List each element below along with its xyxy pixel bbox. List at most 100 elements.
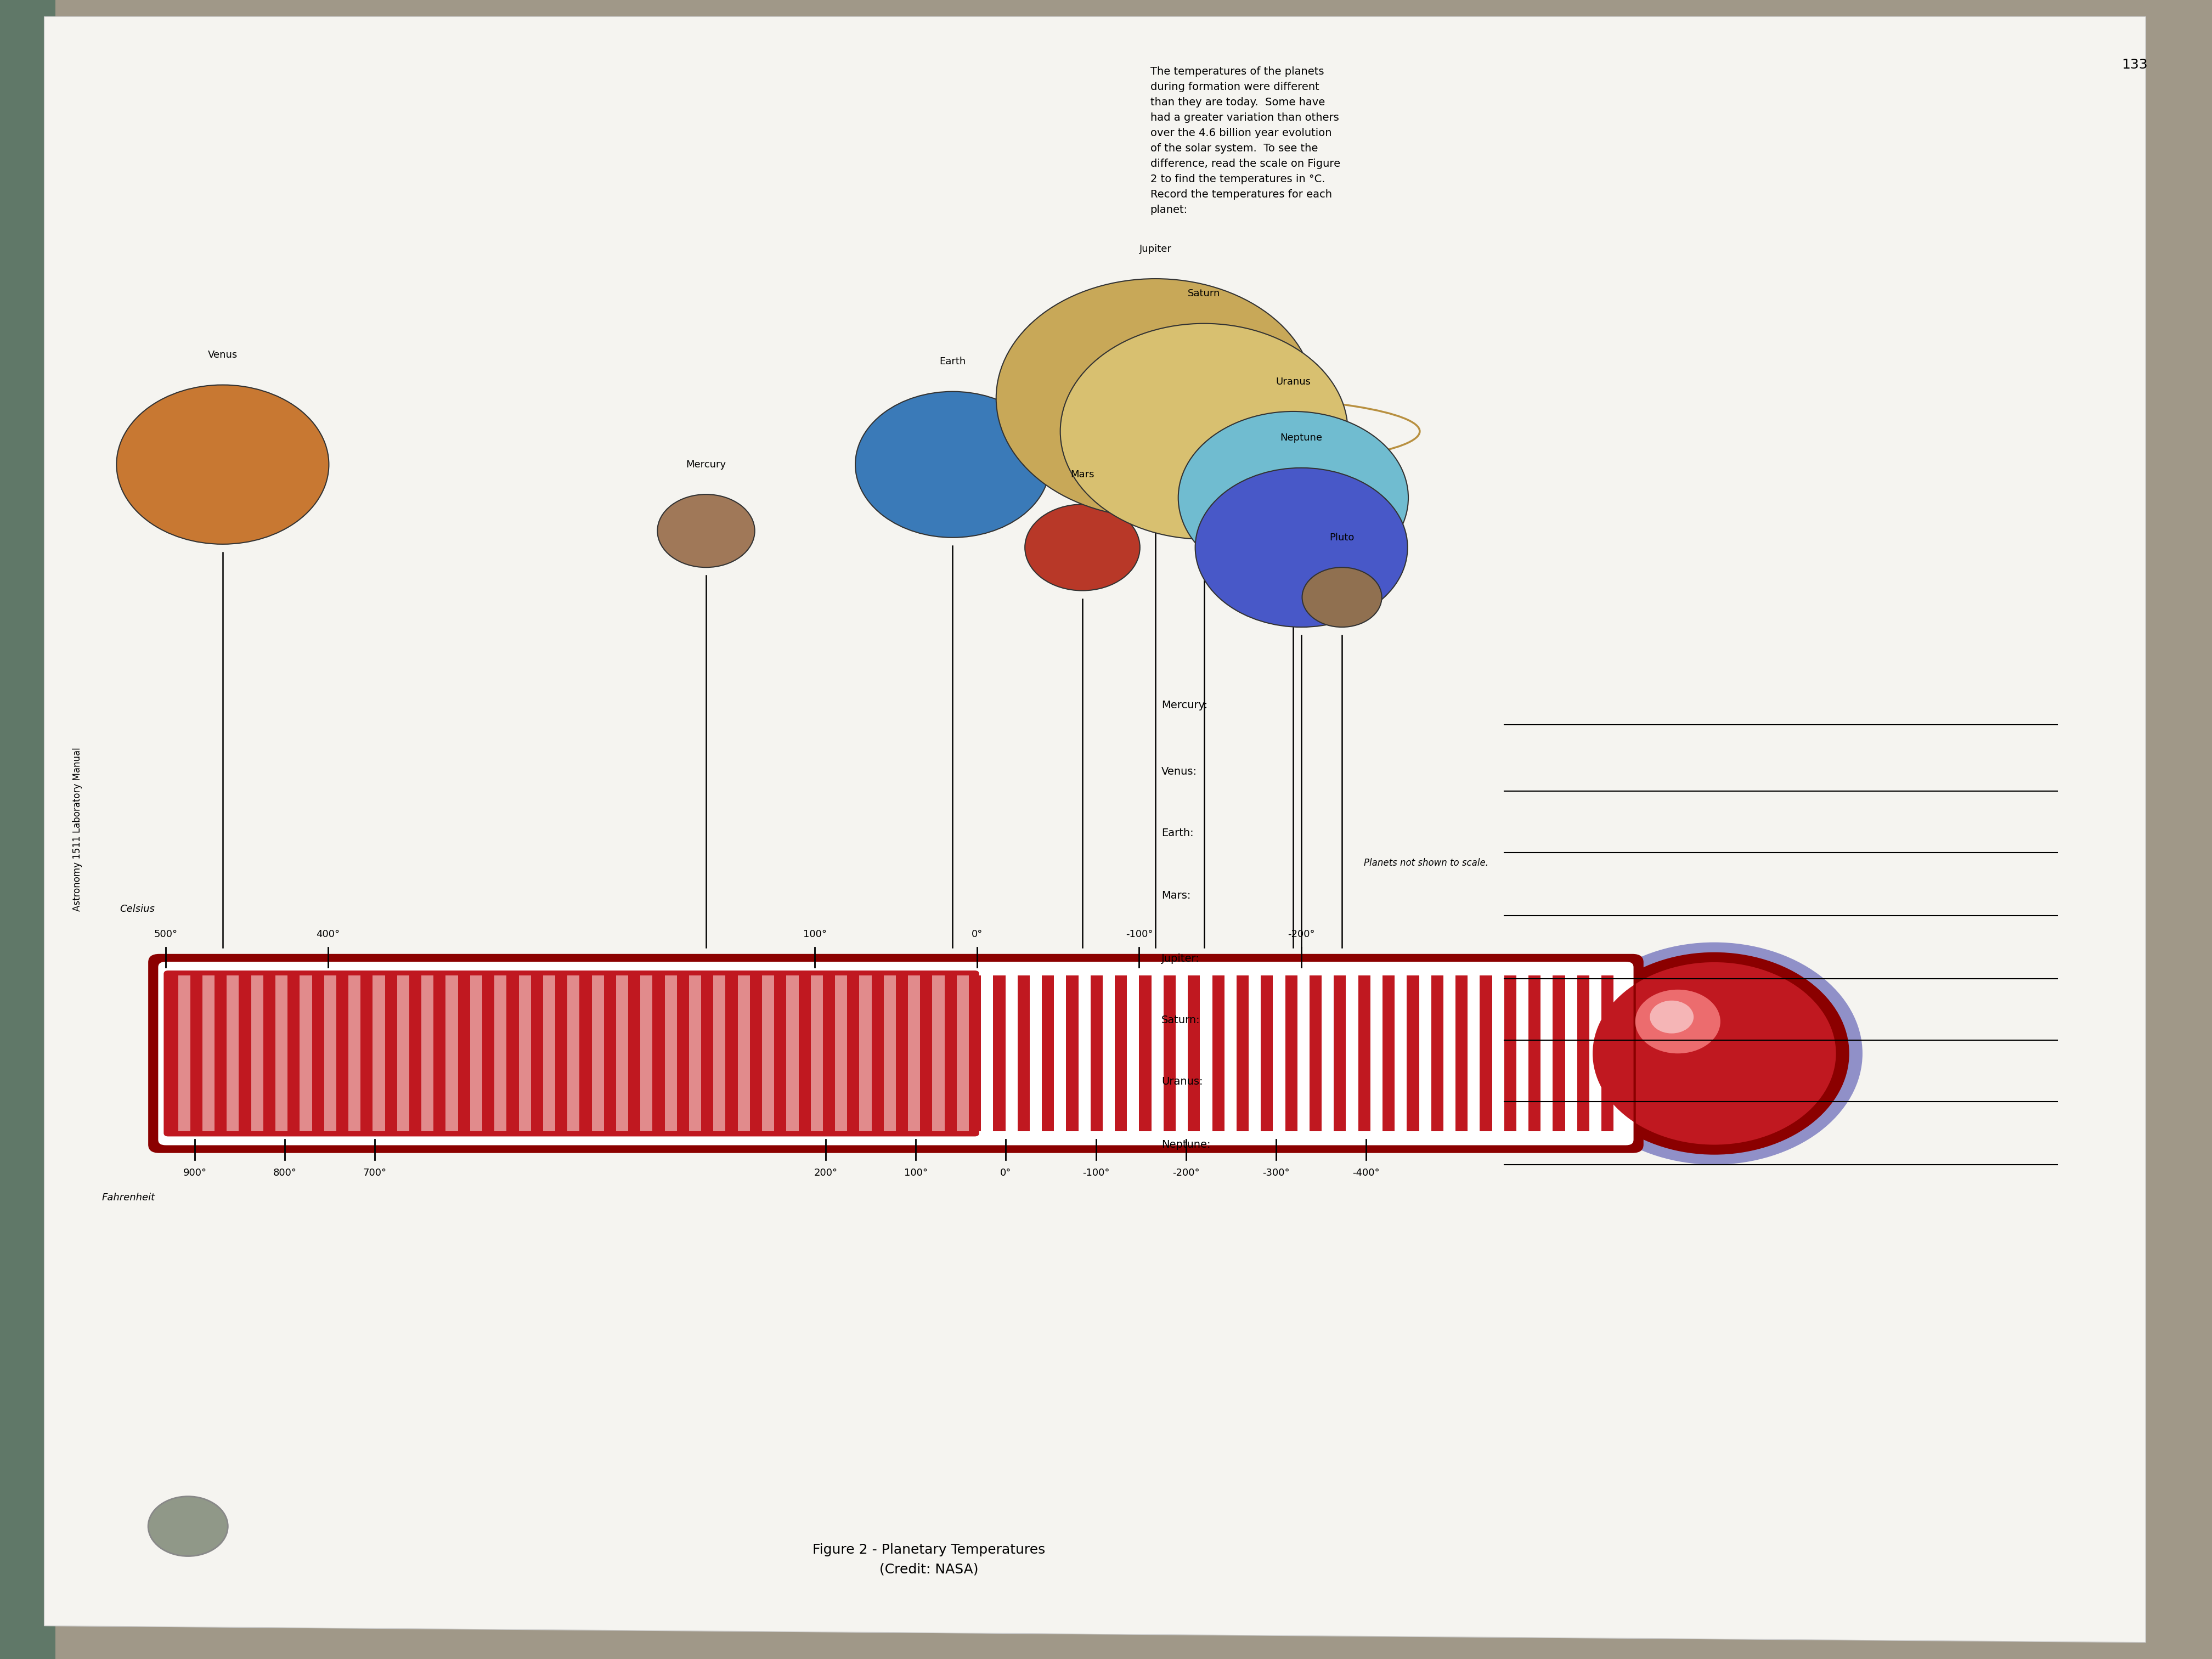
Bar bbox=[447, 975, 458, 1131]
Text: 0°: 0° bbox=[971, 929, 982, 939]
Bar bbox=[1491, 975, 1504, 1131]
Bar bbox=[507, 975, 520, 1131]
Circle shape bbox=[1179, 411, 1409, 584]
Bar bbox=[836, 975, 847, 1131]
Bar bbox=[239, 975, 252, 1131]
Text: Mercury: Mercury bbox=[686, 460, 726, 469]
Bar bbox=[956, 975, 969, 1131]
Bar bbox=[1091, 975, 1104, 1131]
Text: Uranus: Uranus bbox=[1276, 377, 1312, 387]
Text: Jupiter: Jupiter bbox=[1139, 244, 1172, 254]
Bar bbox=[726, 975, 737, 1131]
Bar bbox=[593, 975, 604, 1131]
Text: Saturn:: Saturn: bbox=[1161, 1015, 1201, 1025]
Bar bbox=[1383, 975, 1394, 1131]
Text: 500°: 500° bbox=[155, 929, 177, 939]
Bar bbox=[1126, 975, 1139, 1131]
Bar bbox=[228, 975, 239, 1131]
Bar bbox=[544, 975, 555, 1131]
Bar bbox=[1212, 975, 1225, 1131]
Bar bbox=[1358, 975, 1369, 1131]
FancyBboxPatch shape bbox=[157, 961, 1635, 1146]
Text: Astronomy 1511 Laboratory Manual: Astronomy 1511 Laboratory Manual bbox=[73, 748, 82, 911]
Bar bbox=[628, 975, 641, 1131]
Bar bbox=[1152, 975, 1164, 1131]
Polygon shape bbox=[44, 17, 2146, 1642]
Bar bbox=[1369, 975, 1383, 1131]
Bar bbox=[885, 975, 896, 1131]
Text: Uranus:: Uranus: bbox=[1161, 1077, 1203, 1087]
Bar bbox=[1237, 975, 1248, 1131]
Bar bbox=[1517, 975, 1528, 1131]
Bar bbox=[812, 975, 823, 1131]
Bar bbox=[250, 975, 263, 1131]
Bar bbox=[1564, 975, 1577, 1131]
Bar bbox=[933, 975, 945, 1131]
Bar bbox=[1031, 975, 1042, 1131]
Bar bbox=[1504, 975, 1517, 1131]
Bar bbox=[1006, 975, 1018, 1131]
Text: Saturn: Saturn bbox=[1188, 289, 1221, 299]
Bar bbox=[969, 975, 982, 1131]
Text: Fahrenheit: Fahrenheit bbox=[102, 1193, 155, 1203]
Bar bbox=[166, 975, 177, 1131]
Bar bbox=[920, 975, 933, 1131]
Text: Neptune: Neptune bbox=[1281, 433, 1323, 443]
Circle shape bbox=[1593, 962, 1836, 1145]
Bar bbox=[1469, 975, 1480, 1131]
Text: 900°: 900° bbox=[184, 1168, 206, 1178]
Bar bbox=[1261, 975, 1274, 1131]
Circle shape bbox=[1024, 504, 1139, 591]
Bar bbox=[1139, 975, 1150, 1131]
Text: 100°: 100° bbox=[803, 929, 827, 939]
Circle shape bbox=[1566, 942, 1863, 1165]
Bar bbox=[1601, 975, 1613, 1131]
Bar bbox=[737, 975, 750, 1131]
Bar bbox=[677, 975, 688, 1131]
Bar bbox=[1577, 975, 1588, 1131]
Bar bbox=[420, 975, 434, 1131]
Polygon shape bbox=[0, 0, 55, 1659]
Bar bbox=[566, 975, 580, 1131]
Bar bbox=[1407, 975, 1420, 1131]
Bar bbox=[301, 975, 312, 1131]
Bar bbox=[1296, 975, 1310, 1131]
Bar bbox=[1420, 975, 1431, 1131]
Bar bbox=[823, 975, 836, 1131]
Bar bbox=[518, 975, 531, 1131]
Bar bbox=[580, 975, 591, 1131]
Bar bbox=[177, 975, 190, 1131]
Bar bbox=[434, 975, 447, 1131]
Bar bbox=[1042, 975, 1053, 1131]
Text: 400°: 400° bbox=[316, 929, 341, 939]
Bar bbox=[361, 975, 372, 1131]
Circle shape bbox=[1060, 324, 1347, 539]
Text: Earth:: Earth: bbox=[1161, 828, 1194, 838]
Bar bbox=[712, 975, 726, 1131]
Text: Venus:: Venus: bbox=[1161, 766, 1197, 776]
Circle shape bbox=[1194, 468, 1407, 627]
Bar bbox=[1480, 975, 1491, 1131]
Bar bbox=[993, 975, 1004, 1131]
Bar bbox=[1455, 975, 1469, 1131]
Text: Neptune:: Neptune: bbox=[1161, 1140, 1210, 1150]
Text: Figure 2 - Planetary Temperatures
(Credit: NASA): Figure 2 - Planetary Temperatures (Credi… bbox=[812, 1543, 1046, 1576]
Text: 700°: 700° bbox=[363, 1168, 387, 1178]
Bar bbox=[1188, 975, 1199, 1131]
Bar bbox=[641, 975, 653, 1131]
Bar bbox=[1323, 975, 1334, 1131]
Text: Earth: Earth bbox=[940, 357, 967, 367]
Bar bbox=[847, 975, 858, 1131]
Bar bbox=[896, 975, 907, 1131]
Text: Pluto: Pluto bbox=[1329, 533, 1354, 542]
Bar bbox=[1553, 975, 1566, 1131]
Bar bbox=[263, 975, 274, 1131]
Text: Mercury:: Mercury: bbox=[1161, 700, 1208, 710]
Bar bbox=[458, 975, 469, 1131]
Text: Planets not shown to scale.: Planets not shown to scale. bbox=[1365, 858, 1489, 868]
Bar bbox=[982, 975, 993, 1131]
Bar bbox=[909, 975, 920, 1131]
Bar bbox=[1053, 975, 1066, 1131]
Bar bbox=[604, 975, 615, 1131]
Circle shape bbox=[117, 385, 330, 544]
